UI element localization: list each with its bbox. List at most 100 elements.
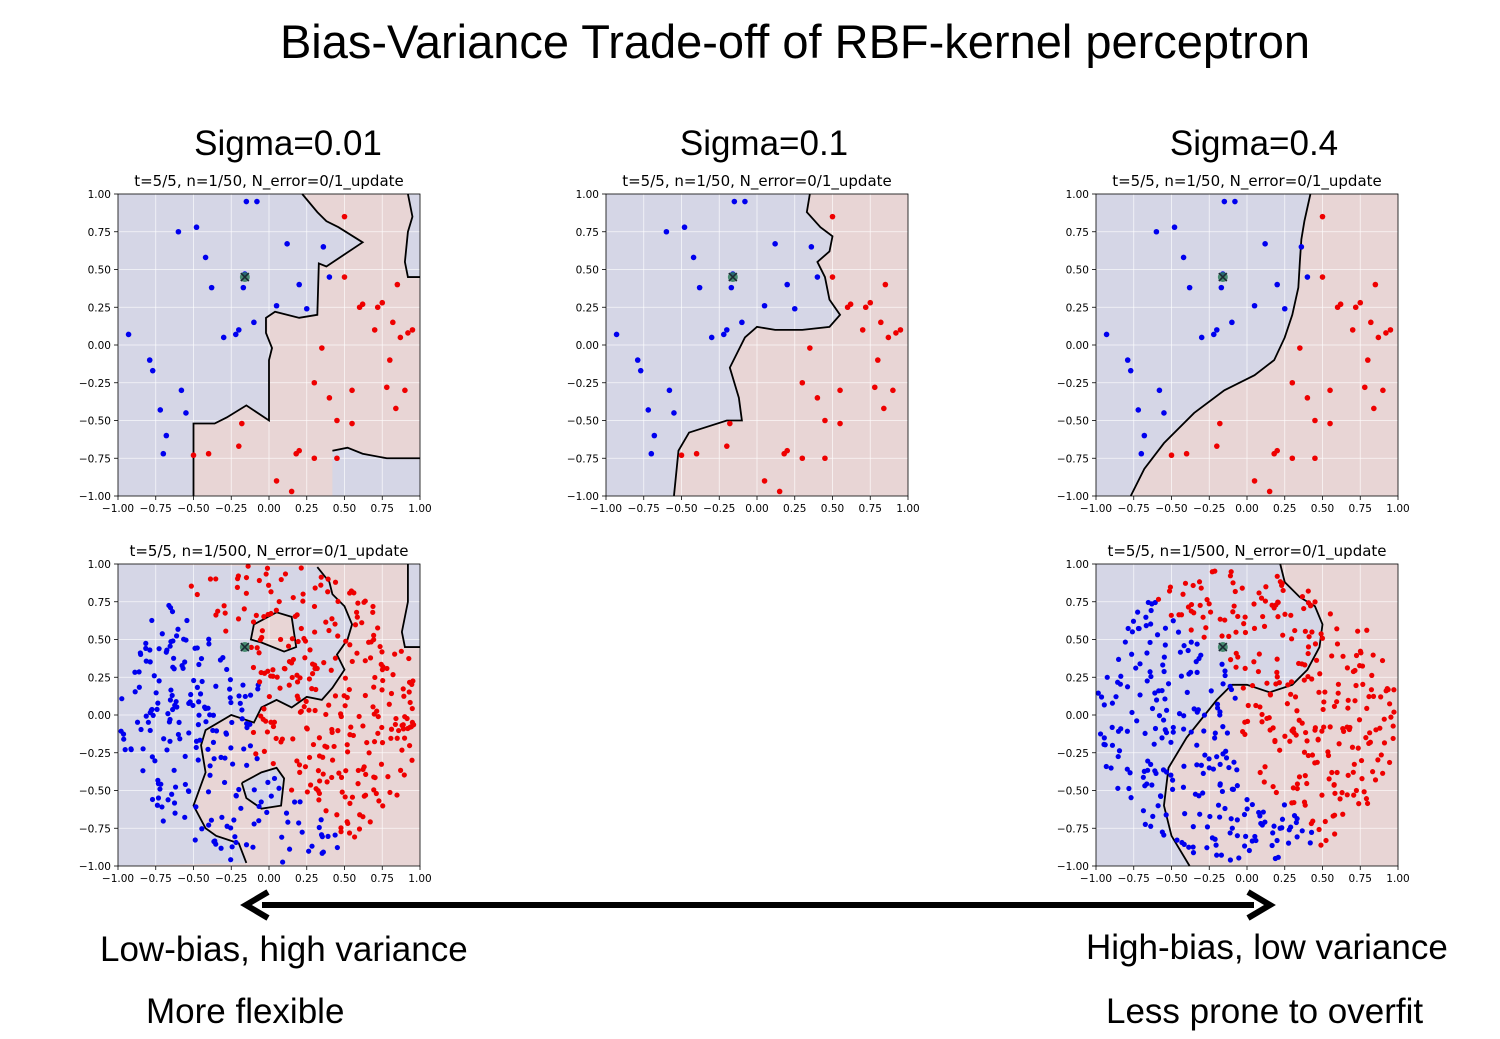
- point-negative: [1356, 717, 1363, 723]
- plot-sigma-001-n500: t=5/5, n=1/500, N_error=0/1_update −1.00−…: [40, 540, 440, 890]
- point-negative: [1367, 730, 1373, 736]
- point-negative: [241, 606, 247, 612]
- point-negative: [1244, 718, 1251, 724]
- point-negative: [807, 345, 813, 351]
- point-positive: [1130, 618, 1137, 624]
- point-negative: [347, 800, 353, 806]
- point-positive: [168, 639, 174, 645]
- point-negative: [221, 603, 227, 609]
- point-negative: [319, 345, 325, 351]
- point-positive: [1115, 785, 1121, 791]
- point-positive: [169, 608, 176, 615]
- point-positive: [244, 762, 250, 768]
- point-positive: [244, 724, 250, 731]
- point-negative: [312, 629, 318, 635]
- point-negative: [1337, 301, 1344, 308]
- point-positive: [1174, 837, 1180, 843]
- point-negative: [1197, 602, 1203, 608]
- decision-boundary: [1129, 193, 1312, 497]
- point-positive: [297, 799, 303, 805]
- point-positive: [1198, 334, 1205, 341]
- point-positive: [1145, 599, 1151, 606]
- point-negative: [1217, 420, 1223, 427]
- point-positive: [1095, 690, 1101, 696]
- point-negative: [367, 819, 373, 825]
- point-positive: [1249, 801, 1255, 808]
- point-positive: [1236, 855, 1242, 861]
- point-negative: [1200, 614, 1206, 620]
- point-positive: [207, 763, 213, 769]
- point-positive: [1270, 830, 1276, 836]
- point-positive: [228, 699, 234, 706]
- point-negative: [409, 327, 416, 333]
- point-positive: [1124, 357, 1131, 363]
- point-positive: [151, 673, 157, 679]
- point-positive: [1212, 730, 1218, 736]
- point-negative: [1155, 596, 1162, 602]
- point-negative: [190, 452, 197, 459]
- point-negative: [859, 327, 866, 333]
- point-negative: [1190, 582, 1196, 589]
- point-positive: [1198, 652, 1204, 658]
- point-positive: [1141, 432, 1148, 439]
- point-negative: [306, 707, 312, 713]
- point-positive: [1200, 770, 1206, 777]
- point-positive: [814, 274, 821, 280]
- point-negative: [1306, 634, 1312, 640]
- point-positive: [1234, 767, 1240, 773]
- point-positive: [143, 640, 149, 646]
- point-negative: [341, 213, 348, 220]
- point-negative: [339, 789, 345, 795]
- point-negative: [402, 714, 408, 720]
- point-negative: [312, 707, 318, 714]
- x-tick-label: 0.50: [1311, 873, 1334, 885]
- point-positive: [1144, 650, 1150, 656]
- point-negative: [1364, 705, 1370, 711]
- point-negative: [261, 748, 267, 754]
- point-negative: [1332, 790, 1338, 796]
- point-positive: [159, 804, 165, 810]
- point-positive: [1141, 768, 1147, 774]
- point-positive: [210, 739, 217, 745]
- point-positive: [1165, 681, 1172, 687]
- point-negative: [1242, 629, 1249, 636]
- point-positive: [186, 700, 192, 706]
- point-negative: [1391, 709, 1397, 715]
- point-negative: [1303, 729, 1309, 736]
- point-negative: [1167, 584, 1174, 590]
- point-positive: [1212, 836, 1218, 842]
- point-negative: [1289, 379, 1296, 386]
- point-negative: [326, 627, 332, 634]
- point-negative: [236, 443, 242, 449]
- arrow-head-left: [240, 889, 270, 921]
- point-negative: [215, 608, 221, 614]
- point-negative: [282, 571, 289, 577]
- point-negative: [360, 723, 366, 729]
- point-negative: [256, 679, 263, 685]
- y-tick-label: 0.00: [1066, 710, 1089, 722]
- point-negative: [1313, 657, 1320, 663]
- point-negative: [1366, 740, 1372, 747]
- point-negative: [248, 644, 254, 650]
- point-positive: [182, 814, 188, 820]
- point-negative: [1204, 597, 1210, 603]
- point-negative: [1383, 330, 1389, 336]
- point-negative: [1282, 733, 1288, 739]
- point-negative: [343, 638, 349, 644]
- point-negative: [263, 571, 269, 577]
- point-negative: [1263, 584, 1269, 590]
- point-positive: [1204, 845, 1210, 851]
- point-negative: [1251, 601, 1257, 607]
- x-tick-label: −0.75: [1118, 503, 1150, 515]
- point-negative: [397, 767, 404, 773]
- point-positive: [1223, 755, 1230, 761]
- point-positive: [1200, 790, 1206, 796]
- y-tick-label: −0.50: [1057, 786, 1089, 798]
- point-positive: [143, 658, 149, 664]
- point-negative: [250, 664, 257, 671]
- point-positive: [159, 631, 165, 637]
- point-negative: [1318, 631, 1324, 637]
- point-negative: [309, 686, 315, 692]
- point-positive: [1230, 786, 1237, 792]
- point-negative: [1222, 617, 1228, 623]
